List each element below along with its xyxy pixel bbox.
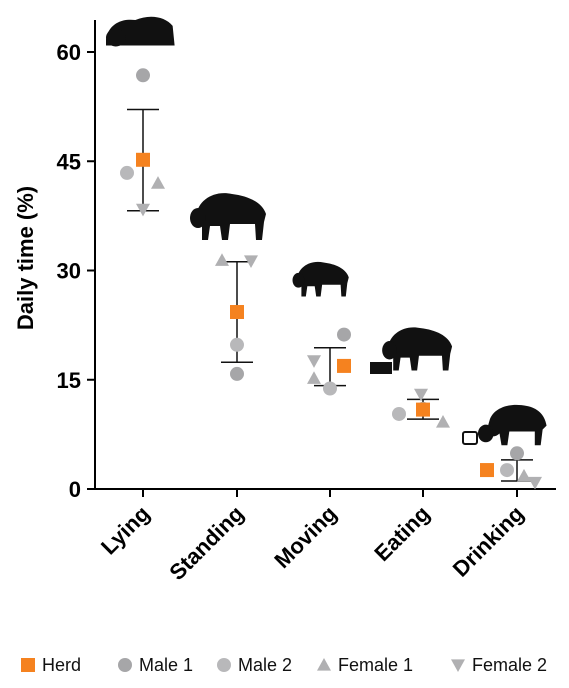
behavior-icons	[106, 16, 547, 446]
point-male-2	[323, 381, 337, 396]
point-female-2	[136, 203, 150, 217]
bucket-icon	[462, 431, 478, 445]
x-tick-label: Moving	[269, 501, 341, 573]
legend-label: Male 1	[139, 655, 193, 675]
x-tick-label: Eating	[369, 501, 434, 566]
point-female-2	[414, 388, 428, 402]
point-herd	[136, 152, 150, 167]
point-male-1	[136, 68, 150, 83]
x-tick-label: Standing	[164, 501, 248, 585]
point-herd	[480, 463, 494, 478]
point-female-2	[528, 476, 542, 490]
point-herd	[416, 402, 430, 417]
y-tick-label: 30	[57, 259, 81, 284]
y-tick-label: 45	[57, 149, 81, 174]
bison-body	[386, 327, 453, 371]
bison-head	[190, 208, 206, 228]
point-male-2	[500, 463, 514, 478]
bison-body	[485, 404, 547, 446]
x-tick-label: Lying	[96, 501, 155, 560]
point-female-1	[307, 371, 321, 384]
point-male-2	[392, 406, 406, 421]
bison-body	[195, 193, 266, 240]
point-herd	[230, 305, 244, 320]
bison-lying-icon	[106, 16, 175, 47]
bison-moving-icon	[292, 261, 349, 297]
legend-marker-male-2	[217, 658, 231, 672]
bison-eating-icon	[382, 327, 453, 371]
legend-marker-female-1	[317, 658, 331, 671]
y-axis-title: Daily time (%)	[13, 186, 38, 330]
bison-body	[296, 261, 349, 297]
bison-drinking-icon	[477, 404, 547, 446]
bison-standing-icon	[190, 193, 266, 240]
y-tick-label: 60	[57, 40, 81, 65]
legend: Herd Male 1 Male 2 Female 1 Female 2	[21, 655, 547, 675]
point-male-2	[230, 337, 244, 352]
point-male-1	[337, 327, 351, 342]
point-herd	[337, 358, 351, 373]
legend-label: Female 1	[338, 655, 413, 675]
grass-icon	[370, 362, 392, 374]
data-points	[120, 68, 542, 490]
point-male-1	[510, 446, 524, 461]
legend-label: Herd	[42, 655, 81, 675]
bison-head	[106, 28, 126, 47]
point-male-1	[230, 366, 244, 381]
bison-head	[292, 272, 305, 288]
point-female-1	[517, 468, 531, 482]
point-female-1	[215, 253, 229, 266]
legend-marker-herd	[21, 658, 35, 672]
point-male-2	[120, 165, 134, 180]
point-female-2	[307, 355, 321, 368]
point-female-1	[151, 176, 165, 189]
y-tick-label: 15	[57, 368, 81, 393]
legend-label: Male 2	[238, 655, 292, 675]
legend-marker-male-1	[118, 658, 132, 672]
axes: 0 15 30 45 60 Lying Standing Moving Eating Drinki…	[57, 20, 556, 585]
bison-head	[477, 424, 494, 443]
point-female-2	[244, 255, 258, 269]
legend-label: Female 2	[472, 655, 547, 675]
x-tick-label: Drinking	[448, 501, 529, 582]
legend-marker-female-2	[451, 659, 465, 672]
y-tick-label: 0	[69, 477, 81, 502]
error-bars	[127, 108, 533, 482]
point-female-1	[436, 414, 450, 428]
bison-head	[382, 341, 397, 360]
